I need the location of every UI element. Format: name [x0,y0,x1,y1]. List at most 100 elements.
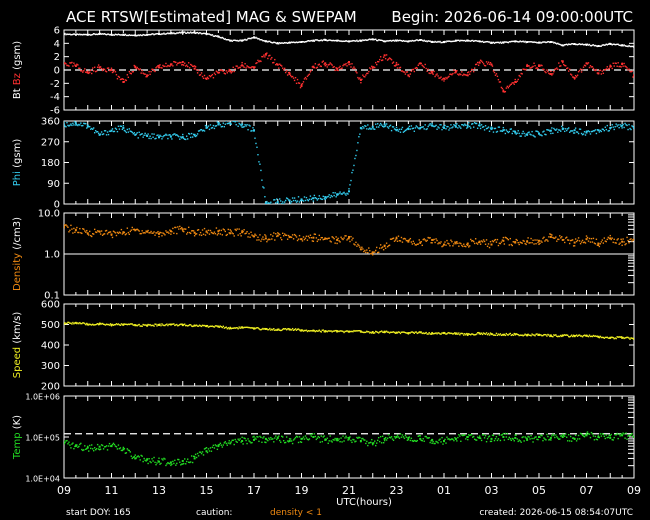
phi-scatter-dot [264,196,266,198]
bt-scatter-dot [98,32,101,35]
bt-scatter-dot [572,43,575,45]
bz-scatter-dot [416,67,418,69]
bt-scatter-dot [519,40,521,42]
speed-scatter-dot [165,324,167,326]
density-scatter-dot [285,234,288,237]
bz-scatter-dot [178,62,180,64]
density-scatter-dot [594,243,597,245]
temp-scatter-dot [469,434,471,437]
bt-scatter-dot [158,32,160,35]
temp-scatter-dot [191,461,194,464]
bz-scatter-dot [348,63,350,66]
bz-scatter-dot [128,70,131,73]
density-scatter-dot [379,244,382,246]
bt-scatter-dot [131,34,133,37]
bz-scatter-dot [286,74,289,76]
temp-scatter-dot [75,444,77,446]
bz-scatter-dot [522,68,524,70]
density-scatter-dot [521,242,523,244]
bt-scatter-dot [222,37,225,39]
density-scatter-dot [553,237,555,239]
speed-scatter-dot [103,323,106,326]
phi-scatter-dot [558,129,560,131]
bt-scatter-dot [562,44,564,47]
bt-scatter-dot [118,33,121,36]
phi-scatter-dot [552,132,554,134]
bt-scatter-dot [338,40,340,42]
bt-scatter-dot [155,33,157,35]
bz-scatter-dot [197,69,200,72]
bz-scatter-dot [288,71,291,74]
bz-scatter-dot [552,73,554,75]
density-scatter-dot [453,243,455,245]
density-scatter-dot [496,238,499,241]
density-scatter-dot [96,230,99,232]
temp-scatter-dot [200,452,203,455]
bz-scatter-dot [473,67,476,69]
bt-scatter-dot [401,40,404,42]
bz-scatter-dot [262,55,264,58]
bz-scatter-dot [507,87,510,89]
density-scatter-dot [348,237,350,240]
density-scatter-dot [293,233,296,236]
temp-scatter-dot [90,447,92,450]
temp-scatter-dot [84,445,86,447]
bz-scatter-dot [621,62,623,64]
temp-data-point [158,460,160,463]
bz-scatter-dot [571,76,574,78]
speed-scatter-dot [609,337,611,339]
speed-scatter-dot [523,334,525,336]
bz-scatter-dot [270,58,272,60]
bt-scatter-dot [164,33,166,35]
phi-scatter-dot [314,197,317,199]
phi-scatter-dot [571,130,574,132]
density-scatter-dot [206,232,209,234]
density-scatter-dot [395,236,398,239]
density-scatter-dot [428,237,430,239]
speed-scatter-dot [345,330,347,333]
density-scatter-dot [238,228,240,230]
bt-scatter-dot [317,39,320,42]
phi-scatter-dot [104,130,107,132]
bz-scatter-dot [287,71,290,74]
phi-data-point [407,128,410,131]
bz-scatter-dot [99,66,102,68]
density-scatter-dot [128,233,131,235]
density-scatter-dot [346,239,348,241]
bt-scatter-dot [361,40,363,42]
bz-scatter-dot [557,68,559,71]
bt-scatter-dot [132,34,134,37]
phi-scatter-dot [526,133,528,135]
bt-scatter-dot [123,34,126,36]
density-points [64,224,634,256]
bt-scatter-dot [608,42,610,45]
density-scatter-dot [332,236,334,239]
temp-scatter-dot [355,440,357,442]
bz-scatter-dot [244,63,246,65]
temp-scatter-dot [394,437,397,439]
temp-scatter-dot [287,441,290,443]
density-scatter-dot [412,240,415,243]
density-scatter-dot [191,230,194,232]
speed-scatter-dot [435,332,437,334]
speed-scatter-dot [256,327,258,329]
bz-scatter-dot [426,70,428,72]
bt-scatter-dot [82,34,84,36]
density-data-point [407,240,410,243]
bt-scatter-dot [323,38,325,41]
density-scatter-dot [287,234,290,237]
density-scatter-dot [443,244,445,246]
phi-scatter-dot [592,130,595,132]
phi-scatter-dot [472,126,475,128]
bt-scatter-dot [312,39,315,42]
density-scatter-dot [185,228,187,230]
speed-scatter-dot [426,333,428,335]
temp-scatter-dot [447,438,449,440]
bz-scatter-dot [379,56,382,58]
density-scatter-dot [164,234,166,236]
temp-scatter-dot [332,438,334,441]
phi-data-point [431,124,434,127]
density-scatter-dot [564,241,566,244]
bt-scatter-dot [395,40,398,42]
density-scatter-dot [266,240,268,243]
